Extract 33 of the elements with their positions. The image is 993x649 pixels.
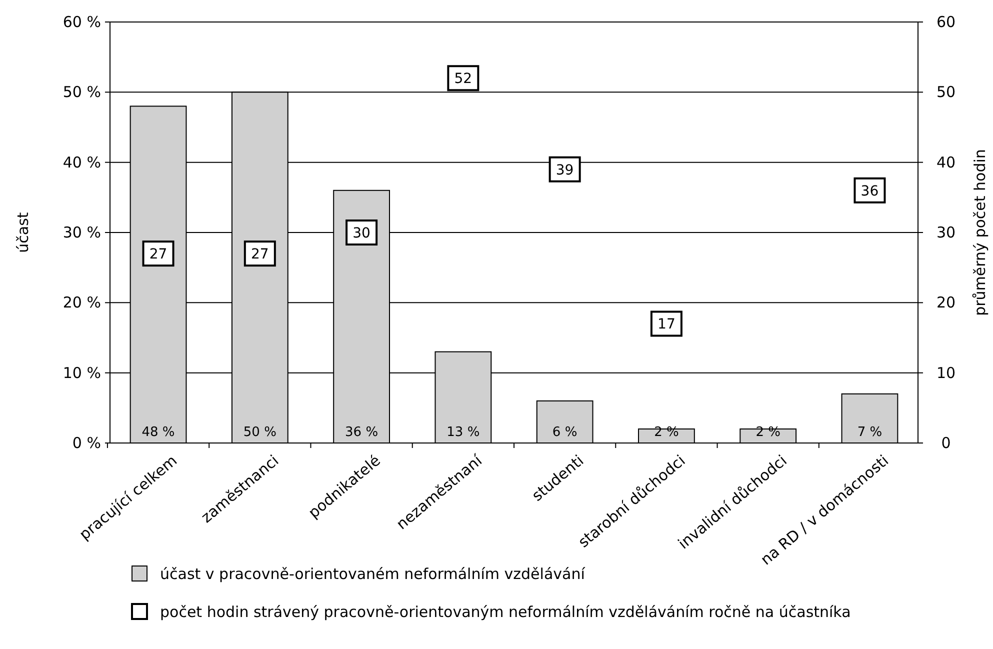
y-tick-label: 30 % — [62, 224, 101, 242]
y2-tick-label: 60 — [936, 13, 956, 31]
y2-tick-label: 30 — [936, 224, 956, 242]
legend-label: počet hodin strávený pracovně-orientovaným neformálním vzděláváním ročně na účastníka — [160, 603, 851, 621]
data-label: 52 — [454, 71, 472, 88]
y2-tick-label: 40 — [936, 153, 956, 172]
data-label: 13 % — [446, 425, 480, 440]
y-tick-label: 50 % — [62, 83, 101, 102]
legend-label: účast v pracovně-orientovaném neformálním vzdělávání — [160, 565, 586, 583]
y2-tick-label: 0 — [941, 434, 951, 452]
y-tick-label: 60 % — [62, 13, 101, 31]
data-label: 36 — [860, 183, 879, 200]
y2-tick-label: 10 — [936, 364, 956, 382]
y-tick-label: 20 % — [62, 294, 101, 312]
y-tick-label: 40 % — [62, 153, 101, 172]
data-label: 36 % — [345, 425, 378, 440]
y2-tick-label: 20 — [936, 294, 956, 312]
data-label: 39 — [556, 162, 574, 178]
data-label: 7 % — [857, 425, 882, 440]
data-label: 17 — [658, 316, 676, 333]
data-label: 48 % — [142, 425, 175, 440]
data-label: 6 % — [552, 425, 578, 440]
y2-tick-label: 50 — [936, 83, 956, 102]
y-tick-label: 10 % — [62, 364, 101, 382]
data-label: 27 — [149, 246, 168, 263]
data-label: 2 % — [756, 425, 780, 440]
y-tick-label: 0 % — [72, 434, 101, 452]
y-axis-title: účast — [14, 212, 32, 253]
data-label: 2 % — [654, 425, 679, 440]
data-label: 27 — [251, 246, 269, 263]
data-label: 30 — [352, 226, 370, 242]
data-label: 50 % — [243, 425, 276, 440]
y2-axis-title: průměrný počet hodin — [971, 149, 989, 316]
